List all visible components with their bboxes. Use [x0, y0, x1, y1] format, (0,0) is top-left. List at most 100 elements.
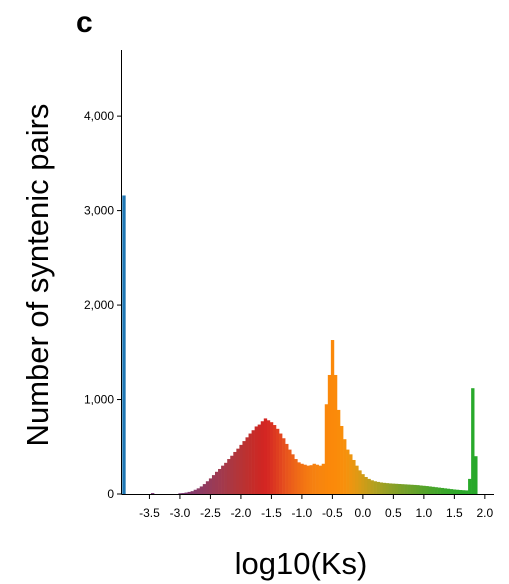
histogram-bar	[327, 374, 332, 494]
histogram-bar	[373, 481, 377, 494]
histogram-bar	[452, 489, 457, 494]
histogram-bar	[425, 486, 429, 494]
x-tick-label: 0.0	[355, 506, 372, 520]
histogram-bar	[397, 483, 402, 494]
histogram-bars	[122, 195, 478, 495]
histogram-bar	[385, 483, 390, 494]
histogram-bar	[443, 488, 448, 494]
histogram-bar	[211, 475, 216, 494]
histogram-bar	[266, 420, 271, 494]
histogram-bar	[122, 195, 126, 495]
histogram-bar	[245, 437, 249, 494]
histogram-bar	[251, 430, 255, 494]
histogram-bar	[349, 454, 353, 494]
y-tick-label: 2,000	[84, 298, 114, 312]
histogram-bar	[230, 455, 234, 494]
histogram-bar	[379, 482, 384, 494]
histogram-bar	[306, 465, 310, 494]
histogram-bar	[343, 439, 347, 494]
histogram-bar	[340, 425, 344, 494]
x-tick-label: 2.0	[477, 506, 494, 520]
histogram-bar	[346, 449, 350, 494]
histogram-bar	[190, 491, 194, 494]
histogram-bar	[224, 462, 228, 494]
histogram-bar	[178, 493, 182, 494]
histogram-bar	[309, 465, 313, 494]
histogram-bar	[355, 465, 359, 494]
histogram-bar	[434, 487, 438, 494]
histogram-bar	[471, 388, 475, 494]
histogram-bar	[364, 477, 368, 494]
histogram-bar	[407, 484, 411, 494]
histogram-bar	[413, 484, 417, 494]
histogram-bar	[391, 483, 396, 494]
histogram-bar	[187, 491, 191, 494]
histogram-bar	[324, 404, 329, 494]
histogram-bar	[468, 478, 472, 494]
x-tick-label: -0.5	[322, 506, 343, 520]
histogram-bar	[437, 487, 441, 494]
histogram-bar	[394, 483, 399, 494]
histogram-bar	[461, 490, 466, 494]
histogram-bar	[440, 487, 444, 494]
histogram-bar	[193, 489, 198, 494]
histogram-bar	[248, 433, 252, 494]
histogram-bar	[205, 481, 210, 494]
histogram-bar	[455, 489, 460, 494]
histogram-bar	[215, 471, 219, 494]
histogram-bar	[352, 459, 356, 494]
histogram-bar	[404, 484, 408, 494]
histogram-bar	[370, 480, 374, 494]
x-tick-label: -1.0	[292, 506, 313, 520]
histogram-bar	[181, 493, 185, 494]
histogram-bar	[431, 486, 435, 494]
histogram-bar	[196, 488, 201, 494]
histogram-bar	[291, 454, 295, 494]
x-tick-label: -1.5	[261, 506, 282, 520]
histogram-bar	[150, 493, 155, 494]
histogram-bar	[257, 424, 262, 494]
histogram-bar	[285, 443, 289, 494]
x-tick-label: -2.0	[231, 506, 252, 520]
x-axis-ticks: -3.5 -3.0 -2.5 -2.0 -1.5 -1.0 -0.5 0.0 0.5 1.0 1.5…	[139, 494, 494, 520]
histogram-bar	[227, 459, 231, 494]
histogram-bar	[318, 465, 323, 494]
y-tick-label: 3,000	[84, 204, 114, 218]
histogram-bar	[388, 483, 393, 494]
x-tick-label: -3.0	[170, 506, 191, 520]
x-tick-label: -3.5	[139, 506, 160, 520]
x-tick-label: 1.0	[416, 506, 433, 520]
y-tick-label: 1,000	[84, 393, 114, 407]
histogram-bar	[446, 488, 451, 494]
histogram-bar	[208, 478, 213, 494]
histogram-bar	[282, 438, 286, 494]
histogram-bar	[458, 490, 463, 494]
histogram-bar	[254, 426, 258, 494]
histogram-bar	[422, 485, 426, 494]
histogram-bar	[202, 484, 207, 494]
histogram-bar	[367, 478, 371, 494]
histogram-bar	[312, 463, 316, 494]
histogram-bar	[428, 486, 432, 494]
histogram-bar	[272, 425, 277, 494]
histogram-bar	[449, 489, 454, 494]
histogram-bar	[474, 456, 478, 494]
histogram-bar	[294, 459, 298, 494]
histogram-bar	[279, 433, 283, 494]
y-tick-label: 4,000	[84, 109, 114, 123]
histogram-bar	[465, 490, 469, 494]
histogram-bar	[300, 463, 304, 494]
histogram-bar	[233, 451, 237, 494]
histogram-bar	[315, 464, 319, 494]
histogram-bar	[358, 470, 362, 494]
histogram-bar	[199, 486, 204, 494]
histogram-bar	[382, 482, 387, 494]
x-axis-title: log10(Ks)	[235, 546, 368, 581]
histogram-bar	[236, 448, 240, 494]
histogram-bar	[401, 484, 405, 494]
histogram-bar	[275, 428, 280, 494]
y-axis-ticks: 0 1,000 2,000 3,000 4,000	[84, 109, 122, 501]
x-tick-label: -2.5	[200, 506, 221, 520]
y-tick-label: 0	[107, 487, 114, 501]
